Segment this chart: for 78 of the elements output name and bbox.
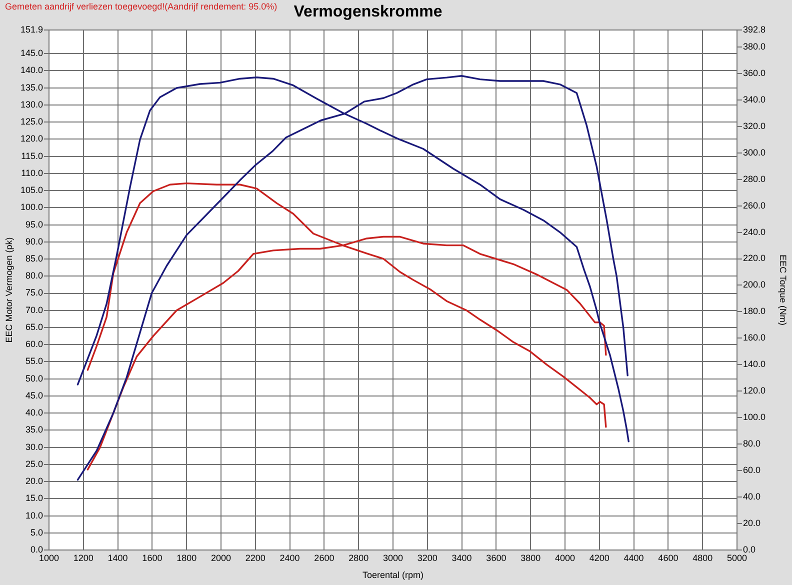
y2-tick-label: 20.0 <box>743 518 761 528</box>
x-tick-label: 4200 <box>589 552 610 563</box>
x-tick-label: 4400 <box>624 552 644 563</box>
y2-tick-label: 260.0 <box>743 200 766 210</box>
y-tick-label: 95.0 <box>25 219 43 230</box>
y2-tick-label: 200.0 <box>743 280 766 290</box>
y-tick-label: 25.0 <box>25 458 43 469</box>
y-tick-label: 60.0 <box>25 339 43 350</box>
y-tick-label: 151.9 <box>20 24 43 34</box>
x-tick-label: 3800 <box>520 552 541 563</box>
y-tick-label: 80.0 <box>25 270 43 281</box>
y-tick-label: 0.0 <box>30 544 43 554</box>
y-tick-label: 50.0 <box>25 373 43 384</box>
y-tick-label: 140.0 <box>20 65 43 76</box>
y-tick-label: 100.0 <box>20 202 43 212</box>
x-tick-label: 2200 <box>245 552 266 563</box>
y-tick-label: 20.0 <box>25 476 43 486</box>
y2-tick-label: 280.0 <box>743 174 766 184</box>
y2-tick-label: 80.0 <box>743 438 761 449</box>
y-tick-label: 65.0 <box>25 322 43 332</box>
y2-tick-label: 160.0 <box>743 332 766 343</box>
text: Gemeten aandrijf verliezen toegevoegd!(Aandrijf rendement: 95.0%) <box>5 1 278 12</box>
y-tick-label: 110.0 <box>21 168 43 178</box>
y-tick-label: 75.0 <box>25 288 43 298</box>
y-tick-label: 125.0 <box>20 116 43 127</box>
y2-tick-label: 100.0 <box>743 412 766 422</box>
x-tick-label: 3400 <box>452 552 472 563</box>
x-tick-label: 1400 <box>108 552 128 563</box>
x-tick-label: 3600 <box>486 552 506 563</box>
y2-tick-label: 220.0 <box>743 253 766 264</box>
y-tick-label: 40.0 <box>25 408 43 418</box>
x-tick-label: 4000 <box>554 552 576 563</box>
y-tick-label: 10.0 <box>25 510 43 520</box>
y2-tick-label: 360.0 <box>743 68 766 78</box>
y2-tick-label: 240.0 <box>743 226 766 237</box>
y-tick-label: 35.0 <box>25 424 43 435</box>
y2-tick-label: 120.0 <box>743 386 766 396</box>
y-tick-label: 130.0 <box>20 99 43 110</box>
y-tick-label: 105.0 <box>20 185 43 196</box>
y-axis-title: EEC Motor Vermogen (pk) <box>4 237 14 343</box>
x-tick-label: 2400 <box>280 552 300 563</box>
y2-tick-label: 380.0 <box>743 41 766 52</box>
y2-tick-label: 40.0 <box>743 492 761 502</box>
y-tick-label: 115.0 <box>21 150 43 161</box>
x-tick-label: 1800 <box>176 552 197 563</box>
y-tick-label: 30.0 <box>25 442 43 452</box>
y-tick-label: 120.0 <box>20 134 43 144</box>
x-tick-label: 2600 <box>314 552 334 563</box>
x-tick-label: 2000 <box>210 552 232 563</box>
x-tick-label: 3200 <box>417 552 438 563</box>
x-tick-label: 5000 <box>726 552 748 563</box>
y2-tick-label: 180.0 <box>743 306 766 316</box>
x-axis-title: Toerental (rpm) <box>362 570 424 580</box>
y-tick-label: 45.0 <box>25 390 43 400</box>
y-tick-label: 135.0 <box>20 82 43 92</box>
y2-tick-label: 140.0 <box>743 359 766 370</box>
y-tick-label: 15.0 <box>25 493 43 504</box>
y2-tick-label: 340.0 <box>743 94 766 104</box>
y2-tick-label: 392.8 <box>743 24 766 34</box>
chart-title: Vermogenskromme <box>294 3 442 20</box>
y-tick-label: 5.0 <box>30 527 43 538</box>
x-tick-label: 1200 <box>73 552 94 563</box>
x-tick-label: 1000 <box>38 552 60 563</box>
x-tick-label: 1600 <box>142 552 162 563</box>
y-tick-label: 55.0 <box>25 356 43 366</box>
x-tick-label: 2800 <box>348 552 369 563</box>
x-tick-label: 4800 <box>692 552 713 563</box>
y-tick-label: 90.0 <box>25 236 43 246</box>
x-tick-label: 3000 <box>382 552 404 563</box>
y2-tick-label: 320.0 <box>743 120 766 131</box>
y-tick-label: 85.0 <box>25 254 43 264</box>
y2-tick-label: 60.0 <box>743 465 761 476</box>
y-tick-label: 70.0 <box>25 304 43 315</box>
y2-axis-title: EEC Torque (Nm) <box>778 254 788 326</box>
y2-tick-label: 300.0 <box>743 147 766 158</box>
x-tick-label: 4600 <box>658 552 678 563</box>
y-tick-label: 145.0 <box>20 48 43 58</box>
y2-tick-label: 0.0 <box>743 544 756 554</box>
